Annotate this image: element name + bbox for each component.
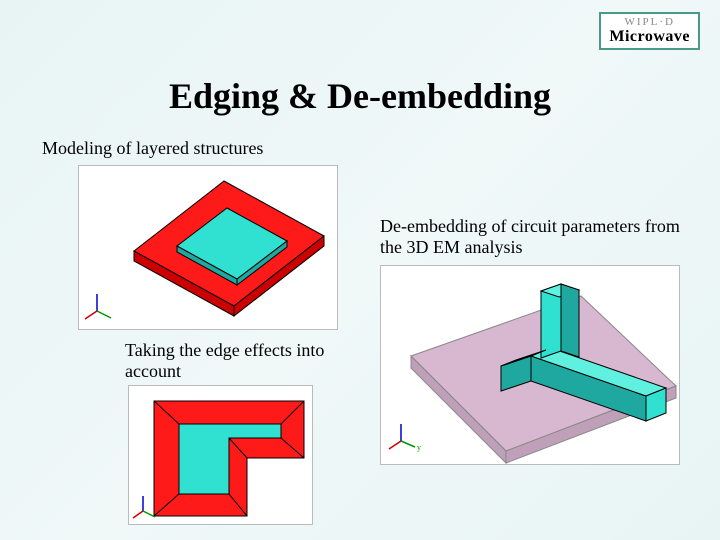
logo-top-text: WIPL·D [609,16,690,28]
caption-modeling: Modeling of layered structures [42,138,263,159]
figure-layered-structure [78,165,338,330]
axis-gizmo-icon: y [389,424,421,452]
svg-text:y: y [417,443,421,452]
l-shape-svg [129,386,314,526]
page-title: Edging & De-embedding [0,75,720,117]
figure-de-embedding: y [380,265,680,465]
logo-bottom-text: Microwave [609,28,690,46]
caption-edge-effects: Taking the edge effects into account [125,340,335,382]
layered-diamond-svg [79,166,339,331]
extrusion-svg: y [381,266,681,466]
axis-gizmo-icon [133,496,155,518]
caption-de-embedding: De-embedding of circuit parameters from … [380,216,690,258]
brand-logo: WIPL·D Microwave [599,12,700,50]
axis-gizmo-icon [85,294,111,319]
figure-edge-effects [128,385,313,525]
